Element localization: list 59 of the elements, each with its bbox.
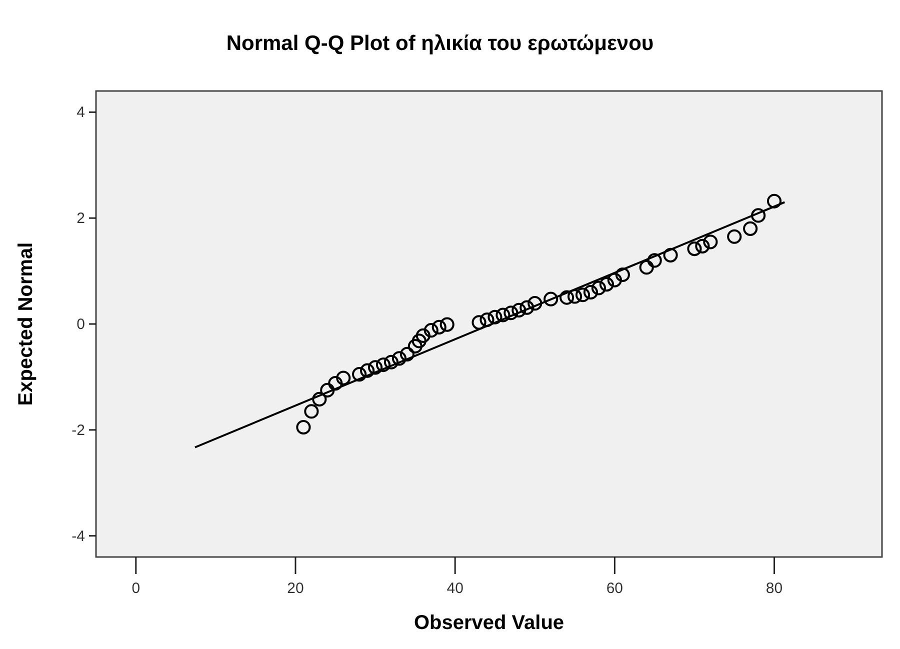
chart-title: Normal Q-Q Plot of ηλικία του ερωτώμενου [226, 32, 654, 55]
y-tick-label: 4 [76, 104, 85, 122]
point [472, 315, 486, 330]
y-axis-title: Expected Normal [15, 242, 37, 406]
point [639, 260, 654, 275]
point [615, 267, 630, 282]
point [496, 308, 510, 322]
point [607, 272, 622, 288]
y-tick-label: 0 [76, 316, 85, 333]
point [727, 229, 742, 244]
point [440, 317, 454, 332]
point [480, 312, 494, 328]
point [296, 420, 311, 435]
point [352, 367, 367, 382]
point [512, 302, 526, 318]
point [400, 346, 415, 362]
point [703, 234, 718, 250]
point [560, 290, 574, 305]
y-tick-label: -4 [72, 528, 85, 545]
point [416, 328, 430, 343]
point [368, 360, 383, 375]
point [599, 276, 614, 292]
point [528, 296, 542, 311]
point [488, 310, 502, 324]
point [751, 208, 766, 223]
point [320, 382, 335, 398]
point [412, 334, 426, 348]
point [312, 392, 327, 406]
point [392, 351, 407, 366]
point [544, 292, 558, 306]
point [504, 306, 518, 320]
point [687, 242, 702, 256]
point [567, 289, 582, 304]
point [360, 363, 375, 378]
x-tick-label: 60 [606, 580, 624, 597]
point [384, 354, 399, 370]
x-tick-label: 40 [446, 580, 464, 597]
point [647, 253, 662, 268]
x-tick-label: 80 [766, 580, 783, 597]
point [663, 248, 678, 262]
point [520, 300, 534, 315]
y-tick-label: 2 [76, 210, 85, 228]
point [583, 284, 598, 300]
point [766, 194, 782, 208]
y-tick-label: -2 [72, 422, 85, 439]
x-tick-label: 0 [132, 580, 140, 597]
point [376, 357, 391, 372]
point [591, 280, 606, 296]
point [575, 288, 590, 302]
point [432, 320, 446, 334]
point [424, 323, 438, 338]
point [328, 376, 343, 391]
x-axis-title: Observed Value [414, 612, 564, 634]
point [695, 238, 710, 254]
x-tick-label: 20 [287, 580, 304, 597]
point [408, 338, 422, 354]
point [336, 370, 351, 386]
point [743, 221, 758, 236]
point [304, 404, 319, 419]
